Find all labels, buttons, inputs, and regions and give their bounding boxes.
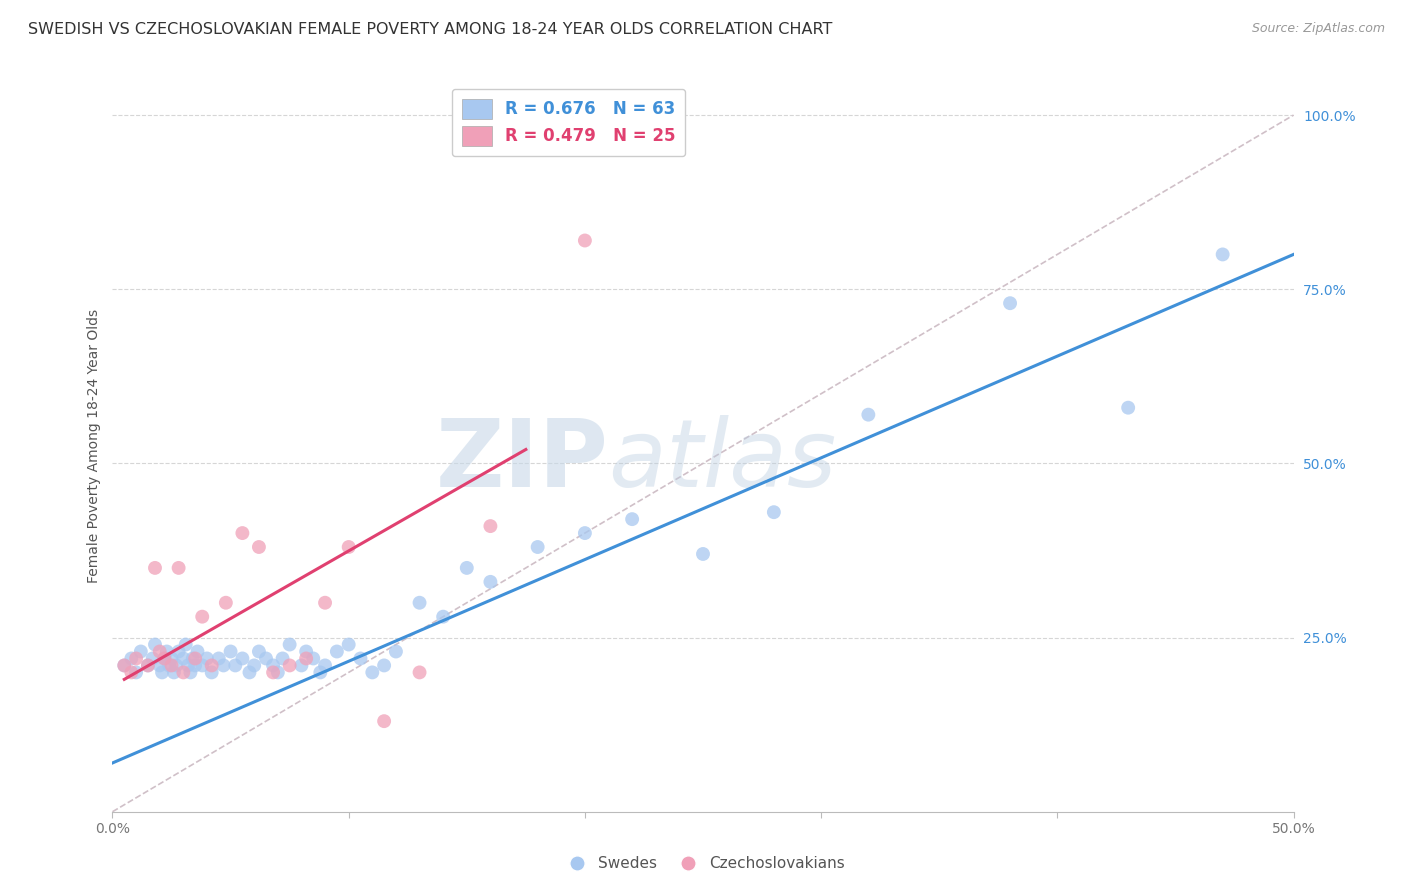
Point <box>262 665 284 680</box>
Point <box>174 638 197 652</box>
Point <box>373 714 395 728</box>
Point <box>195 651 218 665</box>
Point <box>219 644 242 658</box>
Legend: Swedes, Czechoslovakians: Swedes, Czechoslovakians <box>555 850 851 877</box>
Point <box>186 644 208 658</box>
Point <box>165 658 187 673</box>
Point <box>290 658 312 673</box>
Point <box>621 512 644 526</box>
Y-axis label: Female Poverty Among 18-24 Year Olds: Female Poverty Among 18-24 Year Olds <box>87 309 101 583</box>
Point <box>574 234 596 248</box>
Point <box>160 658 183 673</box>
Point <box>153 651 176 665</box>
Point <box>149 658 172 673</box>
Point <box>295 644 318 658</box>
Point <box>231 651 253 665</box>
Point <box>408 596 430 610</box>
Point <box>998 296 1021 310</box>
Point <box>337 540 360 554</box>
Point <box>172 651 194 665</box>
Point <box>208 651 231 665</box>
Point <box>142 651 165 665</box>
Point <box>526 540 548 554</box>
Point <box>136 658 159 673</box>
Point <box>337 638 360 652</box>
Point <box>243 658 266 673</box>
Point <box>238 665 260 680</box>
Point <box>247 540 270 554</box>
Point <box>1212 247 1234 261</box>
Point <box>224 658 246 673</box>
Point <box>295 651 318 665</box>
Point <box>191 609 214 624</box>
Point <box>373 658 395 673</box>
Point <box>157 658 180 673</box>
Point <box>136 658 159 673</box>
Point <box>278 658 301 673</box>
Point <box>160 651 183 665</box>
Point <box>129 644 152 658</box>
Point <box>150 665 173 680</box>
Point <box>479 519 502 533</box>
Point <box>326 644 349 658</box>
Point <box>349 651 371 665</box>
Point <box>120 665 142 680</box>
Point <box>201 665 224 680</box>
Point <box>143 638 166 652</box>
Text: atlas: atlas <box>609 415 837 506</box>
Point <box>112 658 135 673</box>
Point <box>177 658 200 673</box>
Point <box>858 408 880 422</box>
Point <box>574 526 596 541</box>
Point <box>201 658 224 673</box>
Text: ZIP: ZIP <box>436 415 609 507</box>
Point <box>167 561 190 575</box>
Text: SWEDISH VS CZECHOSLOVAKIAN FEMALE POVERTY AMONG 18-24 YEAR OLDS CORRELATION CHAR: SWEDISH VS CZECHOSLOVAKIAN FEMALE POVERT… <box>28 22 832 37</box>
Point <box>231 526 253 541</box>
Point <box>456 561 478 575</box>
Text: Source: ZipAtlas.com: Source: ZipAtlas.com <box>1251 22 1385 36</box>
Point <box>212 658 235 673</box>
Point <box>181 651 204 665</box>
Point <box>361 665 384 680</box>
Point <box>432 609 454 624</box>
Point <box>163 665 186 680</box>
Point <box>247 644 270 658</box>
Point <box>267 665 290 680</box>
Point <box>172 665 194 680</box>
Point <box>112 658 135 673</box>
Point <box>314 658 336 673</box>
Point <box>1116 401 1139 415</box>
Point <box>271 651 294 665</box>
Point <box>408 665 430 680</box>
Point <box>184 651 207 665</box>
Point <box>385 644 408 658</box>
Point <box>153 651 176 665</box>
Point <box>156 644 179 658</box>
Point <box>762 505 785 519</box>
Point <box>692 547 714 561</box>
Point <box>479 574 502 589</box>
Point <box>167 644 190 658</box>
Point <box>254 651 277 665</box>
Point <box>314 596 336 610</box>
Point <box>149 644 172 658</box>
Point <box>309 665 332 680</box>
Point <box>184 658 207 673</box>
Point <box>215 596 238 610</box>
Point <box>278 638 301 652</box>
Point <box>125 665 148 680</box>
Point <box>125 651 148 665</box>
Point <box>302 651 325 665</box>
Point <box>120 651 142 665</box>
Point <box>143 561 166 575</box>
Point <box>179 665 201 680</box>
Point <box>191 658 214 673</box>
Point <box>262 658 284 673</box>
